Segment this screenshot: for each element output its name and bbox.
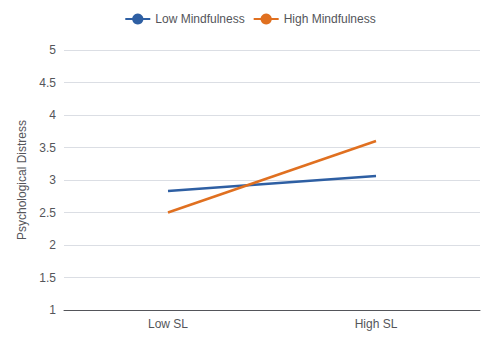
svg-text:1: 1 <box>49 303 56 317</box>
svg-text:3.5: 3.5 <box>39 141 56 155</box>
svg-text:3: 3 <box>49 173 56 187</box>
svg-text:1.5: 1.5 <box>39 271 56 285</box>
svg-text:2: 2 <box>49 238 56 252</box>
svg-text:2.5: 2.5 <box>39 206 56 220</box>
svg-text:4.5: 4.5 <box>39 76 56 90</box>
svg-text:High Mindfulness: High Mindfulness <box>284 12 376 26</box>
svg-text:Psychological Distress: Psychological Distress <box>15 120 29 240</box>
svg-text:High SL: High SL <box>355 317 398 331</box>
svg-text:Low SL: Low SL <box>148 317 188 331</box>
svg-text:4: 4 <box>49 108 56 122</box>
svg-text:Low Mindfulness: Low Mindfulness <box>155 12 244 26</box>
svg-text:5: 5 <box>49 43 56 57</box>
